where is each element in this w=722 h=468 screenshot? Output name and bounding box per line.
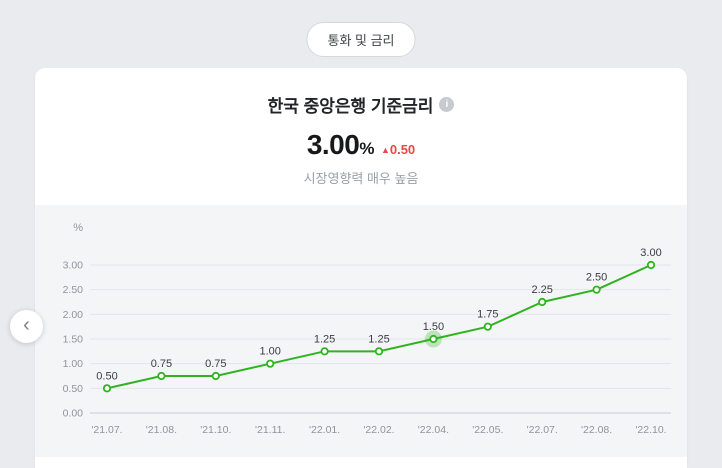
svg-text:1.25: 1.25 <box>314 333 335 345</box>
svg-text:1.50: 1.50 <box>63 334 84 346</box>
svg-text:'22.02.: '22.02. <box>363 424 394 436</box>
svg-text:1.00: 1.00 <box>259 346 280 358</box>
svg-text:0.50: 0.50 <box>63 383 84 395</box>
card-footer-section <box>35 457 687 468</box>
svg-text:%: % <box>73 222 83 234</box>
svg-text:1.25: 1.25 <box>368 333 389 345</box>
svg-text:'21.08.: '21.08. <box>146 424 177 436</box>
svg-text:'21.10.: '21.10. <box>200 424 231 436</box>
up-arrow-icon: ▲ <box>380 145 390 155</box>
svg-text:0.75: 0.75 <box>151 358 172 370</box>
svg-text:0.50: 0.50 <box>96 370 117 382</box>
market-impact-label: 시장영향력 매우 높음 <box>303 171 419 186</box>
rate-value: 3.00% <box>306 129 375 160</box>
svg-text:1.75: 1.75 <box>477 309 498 321</box>
svg-text:2.50: 2.50 <box>63 284 84 296</box>
svg-text:2.00: 2.00 <box>63 309 84 321</box>
svg-text:'21.11.: '21.11. <box>255 424 285 436</box>
info-icon[interactable]: i <box>439 97 455 112</box>
svg-text:3.00: 3.00 <box>640 247 661 259</box>
category-pill-currency-rates[interactable]: 통화 및 금리 <box>306 22 416 57</box>
svg-text:'22.08.: '22.08. <box>581 424 612 436</box>
prev-arrow-button[interactable]: ‹ <box>10 310 43 343</box>
rate-card-header: 한국 중앙은행 기준금리 i 3.00% ▲0.50 시장영향력 매우 높음 <box>35 68 687 205</box>
svg-text:'22.04.: '22.04. <box>418 424 449 436</box>
svg-text:'22.07.: '22.07. <box>527 424 558 436</box>
rate-change-badge: ▲0.50 <box>380 142 416 157</box>
svg-text:0.00: 0.00 <box>63 408 84 420</box>
svg-text:3.00: 3.00 <box>63 260 84 272</box>
svg-text:2.25: 2.25 <box>531 284 552 296</box>
svg-text:1.50: 1.50 <box>423 321 444 333</box>
rate-card-title: 한국 중앙은행 기준금리 <box>267 97 434 116</box>
rate-card: 한국 중앙은행 기준금리 i 3.00% ▲0.50 시장영향력 매우 높음 3… <box>35 68 687 468</box>
rate-chart-canvas[interactable]: 3.00 2.50 2.00 1.50 1.00 0.50 0.00% '21.07. '21.… <box>35 205 687 457</box>
svg-text:1.00: 1.00 <box>63 358 84 370</box>
svg-text:'22.10.: '22.10. <box>635 424 666 436</box>
svg-text:2.50: 2.50 <box>586 272 607 284</box>
rate-unit: % <box>359 139 374 158</box>
svg-text:'22.05.: '22.05. <box>472 424 503 436</box>
svg-text:0.75: 0.75 <box>205 358 226 370</box>
rate-chart[interactable]: 3.00 2.50 2.00 1.50 1.00 0.50 0.00% '21.07. '21.… <box>35 205 687 457</box>
svg-text:'21.07.: '21.07. <box>91 424 122 436</box>
svg-text:'22.01.: '22.01. <box>309 424 340 436</box>
